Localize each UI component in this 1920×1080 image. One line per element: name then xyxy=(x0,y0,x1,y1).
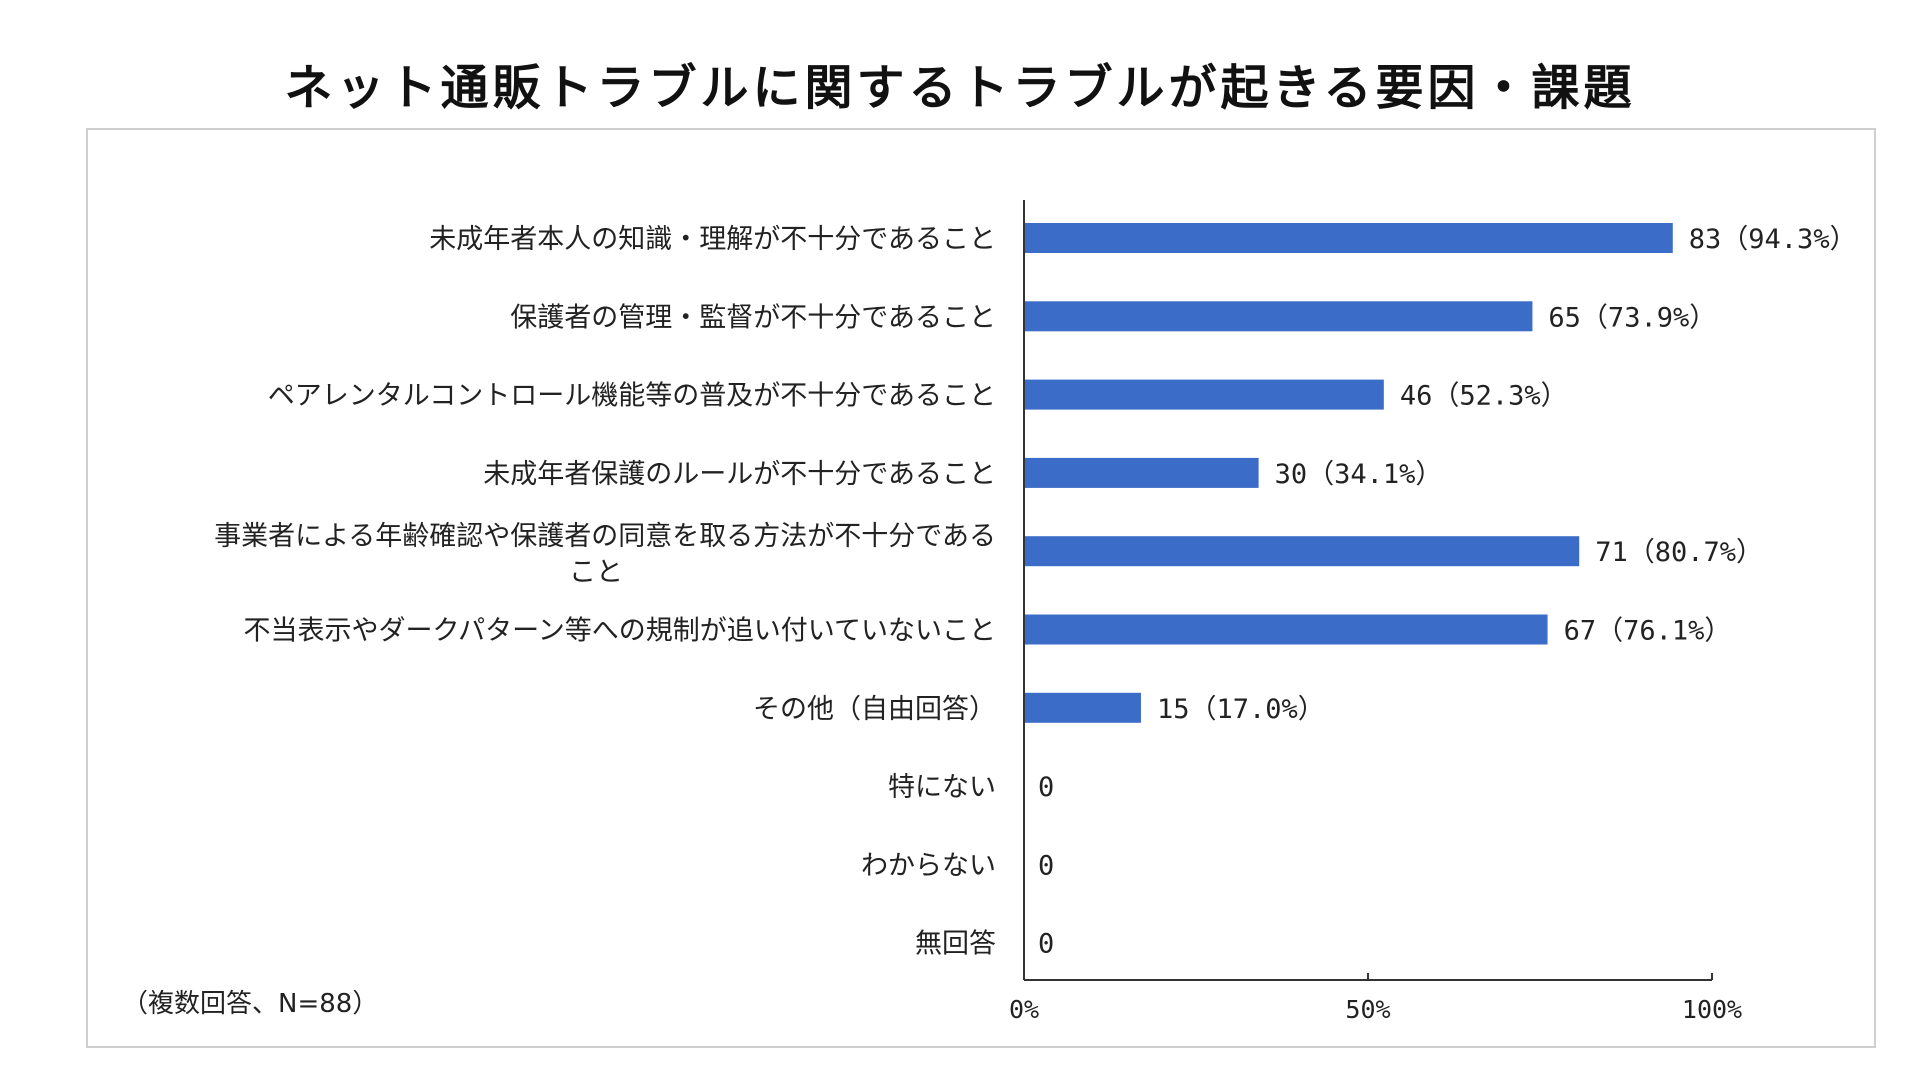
category-label: 保護者の管理・監督が不十分であること xyxy=(510,302,996,333)
value-label: 83（94.3%） xyxy=(1689,224,1857,255)
chart-note: （複数回答、N=88） xyxy=(122,989,378,1019)
bar xyxy=(1024,614,1548,645)
x-tick-label: 100% xyxy=(1682,995,1742,1024)
value-label: 30（34.1%） xyxy=(1275,459,1443,490)
chart-title: ネット通販トラブルに関するトラブルが起きる要因・課題 xyxy=(284,60,1636,116)
bar xyxy=(1024,692,1141,723)
category-label: 事業者による年齢確認や保護者の同意を取る方法が不十分であること xyxy=(214,521,996,588)
value-label: 67（76.1%） xyxy=(1564,616,1732,647)
category-label: 未成年者本人の知識・理解が不十分であること xyxy=(429,224,996,255)
category-label: 無回答 xyxy=(915,929,996,960)
bar xyxy=(1024,457,1259,488)
value-label: 0 xyxy=(1038,929,1054,960)
value-label: 0 xyxy=(1038,850,1054,881)
value-label: 46（52.3%） xyxy=(1400,381,1568,412)
category-label: その他（自由回答） xyxy=(753,694,996,725)
chart-frame xyxy=(86,128,1876,1048)
category-label: ペアレンタルコントロール機能等の普及が不十分であること xyxy=(268,381,996,412)
bar xyxy=(1024,536,1580,567)
category-label: 不当表示やダークパターン等への規制が追い付いていないこと xyxy=(244,616,997,647)
value-label: 0 xyxy=(1038,772,1054,803)
x-tick-label: 0% xyxy=(1009,995,1039,1024)
category-label: わからない xyxy=(861,850,996,881)
value-label: 15（17.0%） xyxy=(1157,694,1325,725)
x-tick-label: 50% xyxy=(1345,995,1390,1024)
category-label: 未成年者保護のルールが不十分であること xyxy=(483,459,996,490)
bar xyxy=(1024,379,1384,410)
value-label: 65（73.9%） xyxy=(1548,302,1716,333)
bar xyxy=(1024,223,1673,253)
bar xyxy=(1024,301,1533,332)
value-label: 71（80.7%） xyxy=(1595,537,1763,568)
category-label: 特にない xyxy=(888,772,996,803)
